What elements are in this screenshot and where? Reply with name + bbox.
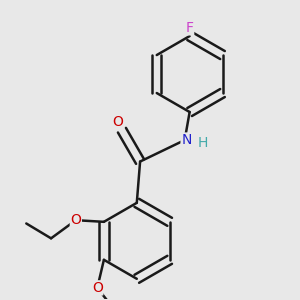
Text: O: O <box>112 115 123 129</box>
Text: O: O <box>70 213 81 227</box>
Text: H: H <box>198 136 208 150</box>
Text: F: F <box>186 21 194 35</box>
Text: N: N <box>181 133 191 147</box>
Text: O: O <box>92 281 103 295</box>
